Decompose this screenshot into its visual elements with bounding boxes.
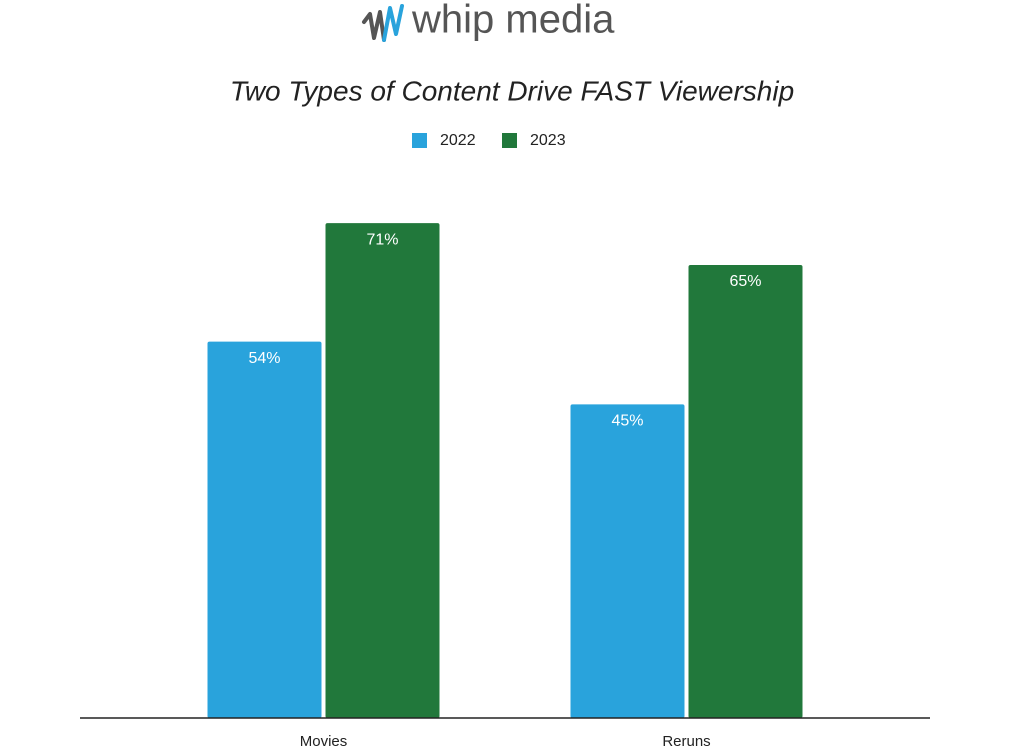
legend-swatch [502, 133, 517, 148]
bar [207, 341, 322, 718]
logo-icon [362, 4, 404, 42]
value-label: 71% [366, 231, 398, 248]
legend-swatch [412, 133, 427, 148]
legend-label: 2022 [440, 132, 476, 149]
value-label: 45% [611, 413, 643, 430]
bar [688, 264, 803, 718]
value-label: 54% [248, 350, 280, 367]
value-label: 65% [729, 273, 761, 290]
chart-title: Two Types of Content Drive FAST Viewersh… [230, 75, 794, 106]
logo-text: whip media [411, 0, 615, 42]
bar [570, 404, 685, 718]
x-tick-label: Reruns [662, 733, 710, 749]
bar [325, 223, 440, 718]
legend-label: 2023 [530, 132, 566, 149]
x-tick-label: Movies [300, 733, 348, 749]
